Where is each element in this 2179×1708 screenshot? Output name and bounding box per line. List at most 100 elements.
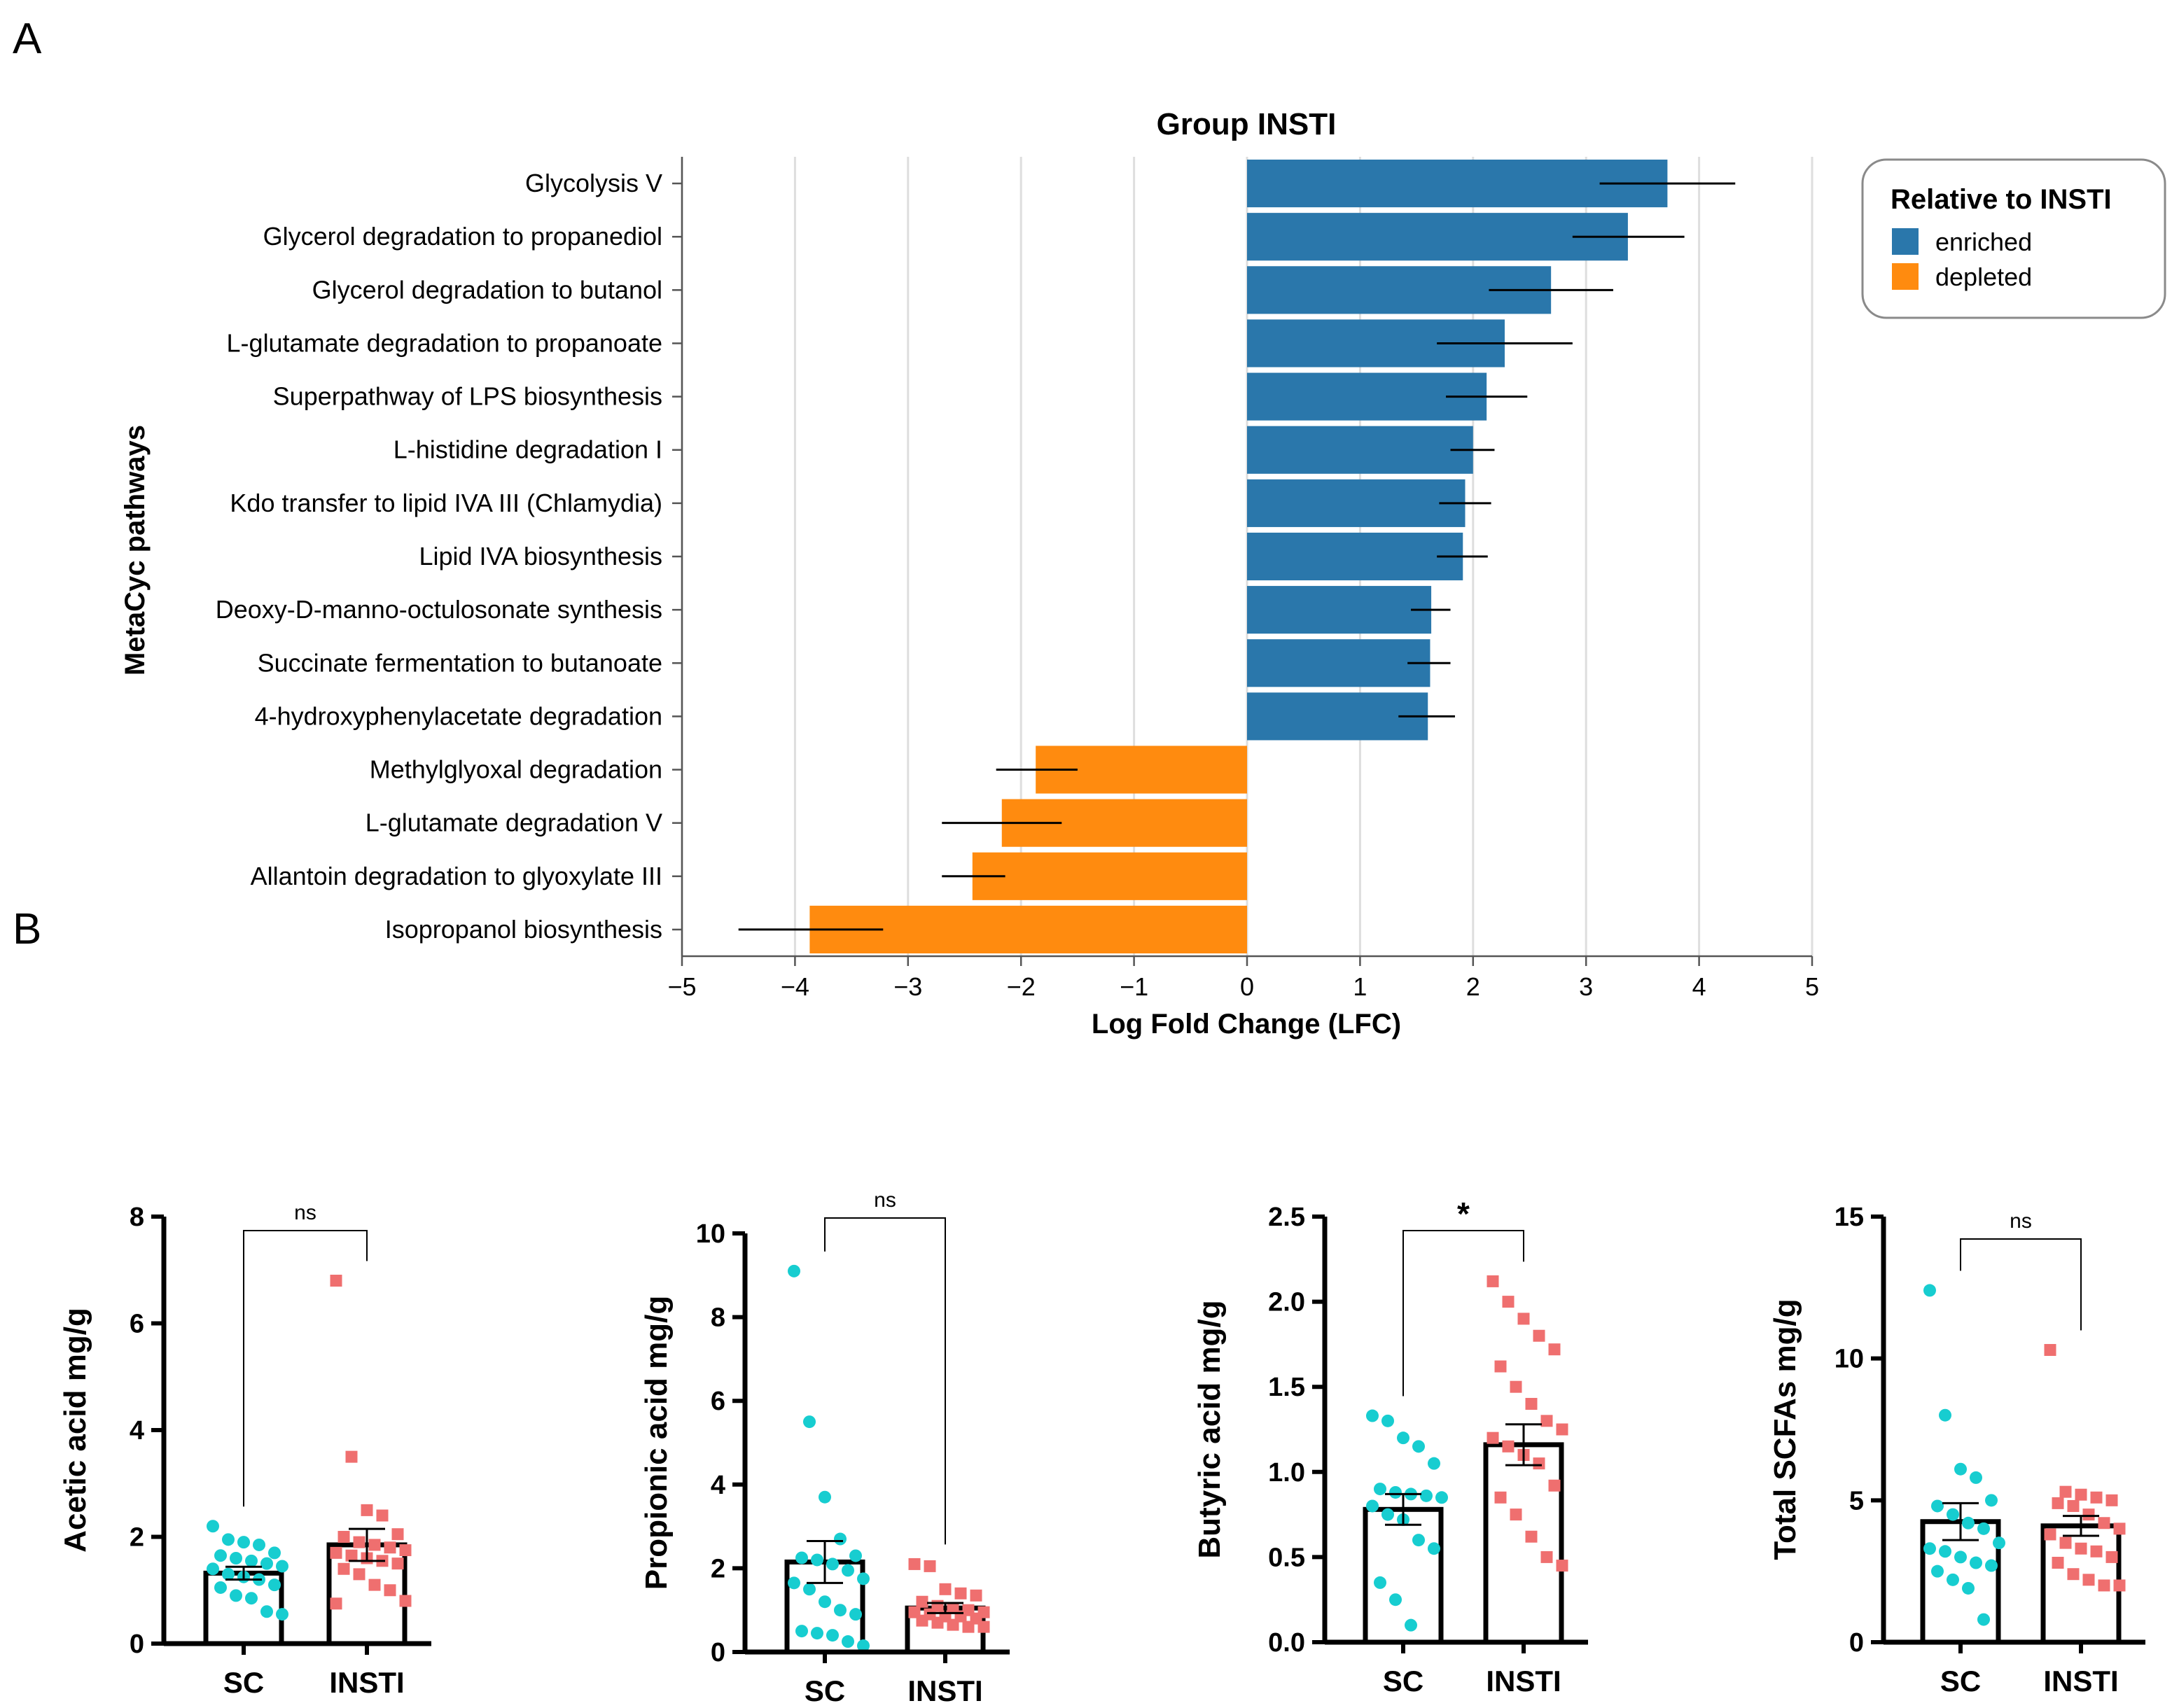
y-tick-label: 0 xyxy=(130,1630,144,1659)
data-point-sc xyxy=(1962,1516,1975,1530)
data-point-sc xyxy=(795,1551,808,1564)
significance-bracket xyxy=(1960,1238,2082,1331)
data-point-sc xyxy=(1374,1483,1386,1496)
data-point-insti xyxy=(2082,1508,2095,1521)
x-tick-label-sc: SC xyxy=(1383,1665,1423,1698)
bars xyxy=(809,160,1668,953)
data-point-sc xyxy=(237,1536,250,1549)
pathway-label: L-histidine degradation I xyxy=(394,435,662,464)
x-tick-label: −3 xyxy=(893,972,922,1001)
lfc-bar-chart: Glycolysis V Glycerol degradation to prop… xyxy=(120,107,2166,1040)
data-point-sc xyxy=(268,1546,281,1560)
data-point-sc xyxy=(1374,1576,1386,1589)
data-point-insti xyxy=(1540,1415,1553,1427)
data-point-insti xyxy=(391,1528,404,1541)
data-point-insti xyxy=(1502,1296,1515,1308)
pathway-label: Glycerol degradation to butanol xyxy=(312,275,662,304)
data-point-sc xyxy=(245,1592,258,1605)
data-point-sc xyxy=(1923,1284,1936,1297)
data-point-insti xyxy=(2105,1550,2118,1563)
data-point-sc xyxy=(788,1576,800,1590)
x-tick-label: 5 xyxy=(1805,972,1819,1001)
data-point-insti xyxy=(2082,1574,2095,1586)
data-point-insti xyxy=(353,1568,366,1581)
data-point-insti xyxy=(954,1587,967,1600)
x-tick-label-insti: INSTI xyxy=(1486,1665,1561,1698)
data-point-insti xyxy=(399,1595,412,1607)
data-point-insti xyxy=(2059,1485,2072,1498)
x-tick-label: 3 xyxy=(1579,972,1593,1001)
data-point-sc xyxy=(1931,1564,1944,1578)
y-tick-label: 1.0 xyxy=(1268,1458,1305,1488)
data-point-insti xyxy=(908,1558,921,1570)
data-point-sc xyxy=(842,1564,854,1577)
significance-label: ns xyxy=(294,1201,316,1224)
data-point-insti xyxy=(1487,1432,1499,1444)
data-point-sc xyxy=(1931,1499,1944,1513)
data-point-sc xyxy=(214,1581,227,1594)
data-point-insti xyxy=(962,1620,975,1633)
data-point-sc xyxy=(834,1532,847,1546)
data-point-insti xyxy=(2067,1499,2080,1512)
data-point-insti xyxy=(1525,1398,1538,1410)
data-point-sc xyxy=(1939,1545,1951,1558)
data-point-insti xyxy=(345,1450,358,1463)
data-point-sc xyxy=(1985,1559,1998,1572)
data-point-insti xyxy=(1556,1560,1568,1572)
data-point-insti xyxy=(1540,1550,1553,1563)
data-point-insti xyxy=(1510,1380,1522,1393)
data-point-sc xyxy=(826,1629,839,1642)
data-point-insti xyxy=(1533,1329,1545,1342)
pathway-label: L-glutamate degradation to propanoate xyxy=(227,328,662,357)
pathway-label: Glycerol degradation to propanediol xyxy=(263,222,662,251)
data-point-sc xyxy=(1435,1491,1448,1504)
data-point-sc xyxy=(214,1549,227,1562)
data-point-insti xyxy=(2075,1542,2087,1555)
y-tick-label: 2 xyxy=(711,1554,725,1583)
pathway-label: Superpathway of LPS biosynthesis xyxy=(273,382,662,411)
data-point-insti xyxy=(2059,1536,2072,1549)
data-point-sc xyxy=(1366,1499,1379,1513)
pathway-labels: Glycolysis V Glycerol degradation to prop… xyxy=(216,169,662,944)
x-tick-label: −5 xyxy=(667,972,696,1001)
data-point-sc xyxy=(1389,1593,1402,1606)
data-point-insti xyxy=(2075,1488,2087,1501)
data-point-insti xyxy=(970,1589,982,1602)
data-point-sc xyxy=(276,1608,288,1621)
bar-10 xyxy=(1247,639,1430,687)
data-point-sc xyxy=(842,1635,854,1648)
data-point-sc xyxy=(1381,1508,1394,1521)
data-point-sc xyxy=(1428,1457,1440,1470)
y-tick-label: 2.0 xyxy=(1268,1288,1305,1317)
data-point-insti xyxy=(337,1562,350,1575)
x-tick-labels: −5 −4 −3 −2 −1 0 1 2 3 4 5 xyxy=(667,972,1819,1001)
data-point-insti xyxy=(345,1549,358,1562)
data-point-insti xyxy=(399,1544,412,1557)
data-point-sc xyxy=(1993,1536,2005,1550)
pathway-label: Lipid IVA biosynthesis xyxy=(419,542,662,570)
significance-bracket xyxy=(824,1217,946,1545)
bar-1 xyxy=(1247,160,1668,208)
data-point-sc xyxy=(1947,1508,1959,1521)
bar-14 xyxy=(972,852,1247,900)
data-point-insti xyxy=(1548,1479,1561,1492)
pathway-label: Methylglyoxal degradation xyxy=(370,755,662,784)
x-tick-label: −4 xyxy=(781,972,809,1001)
pathway-label: 4-hydroxyphenylacetate degradation xyxy=(255,701,662,730)
data-point-sc xyxy=(819,1490,831,1504)
legend-swatch-depleted xyxy=(1892,263,1919,290)
data-point-insti xyxy=(916,1614,928,1627)
x-tick-label-sc: SC xyxy=(1940,1665,1981,1698)
data-point-sc xyxy=(1985,1494,1998,1507)
y-tick-label: 0 xyxy=(1849,1628,1864,1658)
panel-letter-b: B xyxy=(13,905,41,953)
scfa-chart-4: 0 5 10 15 SC INSTI Total SCFAs mg/g ns xyxy=(1768,1203,2145,1698)
y-axis-title: Propionic acid mg/g xyxy=(639,1296,674,1590)
x-tick-label-insti: INSTI xyxy=(907,1674,982,1707)
data-point-sc xyxy=(260,1605,273,1618)
data-point-insti xyxy=(391,1558,404,1570)
data-point-sc xyxy=(1977,1613,1990,1626)
pathway-label: Glycolysis V xyxy=(525,169,662,197)
data-point-sc xyxy=(253,1538,265,1551)
data-point-sc xyxy=(795,1625,808,1638)
